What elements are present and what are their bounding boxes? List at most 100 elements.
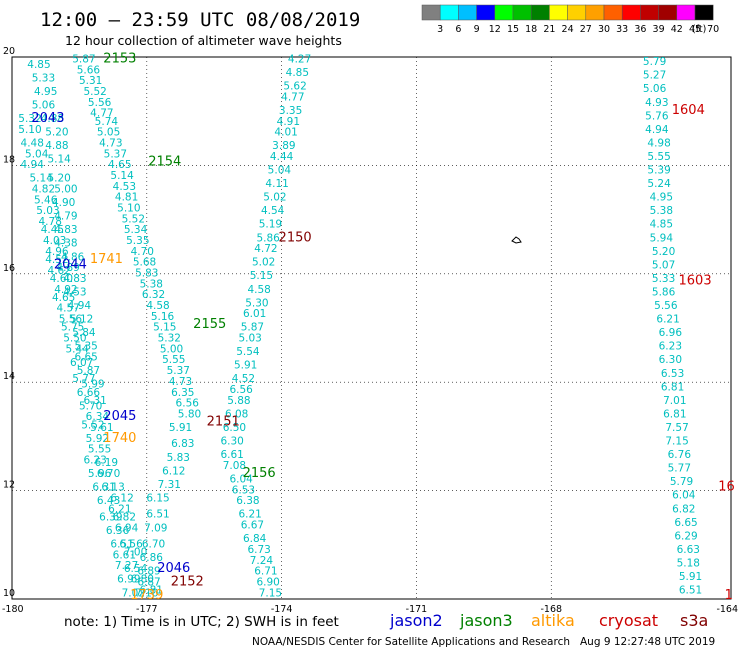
- color-scale-label: 24: [562, 24, 574, 35]
- swh-value: 5.86: [652, 286, 676, 298]
- swh-value: 6.54: [124, 563, 148, 575]
- color-scale-label: 21: [543, 24, 555, 35]
- color-scale-label: 3: [437, 24, 443, 35]
- swh-value: 5.76: [645, 110, 669, 122]
- swh-value: 4.88: [45, 140, 68, 152]
- swh-value: 5.46: [34, 194, 58, 206]
- swh-value: 5.55: [162, 354, 185, 366]
- color-swatch: [549, 4, 568, 21]
- swh-value: 4.95: [650, 192, 673, 204]
- swh-value: 7.09: [144, 522, 167, 534]
- swh-value: 6.87: [137, 576, 160, 588]
- swh-value: 5.15: [250, 270, 273, 282]
- swh-value: 5.18: [677, 557, 700, 569]
- swh-value: 4.65: [108, 159, 131, 171]
- swh-value: 5.79: [643, 56, 666, 68]
- swh-value: 5.03: [238, 333, 261, 345]
- pass-number-label: 2044: [54, 257, 87, 272]
- swh-value: 6.12: [162, 465, 185, 477]
- swh-value: 5.02: [252, 257, 275, 269]
- x-tick-label: -174: [271, 604, 293, 615]
- pass-number-label: 1739: [130, 588, 163, 603]
- swh-value: 5.74: [95, 116, 119, 128]
- color-scale-label: 9: [474, 24, 480, 35]
- swh-value: 5.14: [47, 154, 71, 166]
- swh-value: 5.80: [178, 408, 201, 420]
- swh-value: 6.80: [131, 574, 154, 586]
- swh-value: 4.38: [54, 238, 77, 250]
- color-swatch: [640, 4, 659, 21]
- color-scale-label: 70: [707, 24, 719, 35]
- swh-value: 5.79: [670, 476, 693, 488]
- swh-value: 5.68: [133, 257, 156, 269]
- data-points: 4.855.334.955.065.32 4.885.10 5.204.48 4.88…: [18, 53, 702, 599]
- swh-value: 4.94: [21, 159, 45, 171]
- swh-value: 6.30: [220, 436, 243, 448]
- swh-value: 5.52: [81, 419, 104, 431]
- swh-value: 5.10: [18, 124, 41, 136]
- swh-value: 7.31: [158, 479, 181, 491]
- swh-value: 4.70: [131, 246, 154, 258]
- swh-value: 5.70: [79, 400, 102, 412]
- swh-value: 4.78: [39, 216, 62, 228]
- x-tick-label: -171: [406, 604, 428, 615]
- pass-number-label: 1740: [103, 431, 136, 446]
- swh-value: 5.91: [679, 571, 702, 583]
- swh-value: 4.98: [647, 137, 670, 149]
- swh-value: 4.65: [52, 292, 75, 304]
- swh-value: 4.77: [281, 91, 304, 103]
- swh-value: 6.32: [142, 289, 165, 301]
- swh-value: 6.04: [672, 490, 696, 502]
- swh-value: 5.20: [652, 246, 675, 258]
- footer-credit: NOAA/NESDIS Center for Satellite Applica…: [252, 636, 570, 648]
- y-tick-label: 12: [3, 480, 15, 491]
- color-swatch: [494, 4, 514, 21]
- swh-value: 5.75: [61, 322, 84, 334]
- swh-value: 5.55: [88, 444, 111, 456]
- swh-value: 6.29: [674, 530, 697, 542]
- swh-value: 6.70: [142, 539, 165, 551]
- swh-value: 4.82: [32, 184, 55, 196]
- swh-value: 4.77: [90, 108, 113, 120]
- swh-value: 4.54: [261, 205, 285, 217]
- swh-value: 6.81: [663, 408, 686, 420]
- swh-value: 4.73: [99, 137, 122, 149]
- swh-value: 5.88: [227, 395, 250, 407]
- swh-value: 4.86: [61, 251, 85, 263]
- swh-value: 4.62: [47, 265, 70, 277]
- y-tick-label: 18: [3, 154, 15, 165]
- swh-value: 6.82: [113, 511, 136, 523]
- swh-value: 6.71: [254, 566, 277, 578]
- swh-value: 7.08: [223, 460, 246, 472]
- swh-value: 5.06: [643, 83, 667, 95]
- swh-value: 5.31: [79, 75, 102, 87]
- swh-value: 6.51: [146, 509, 169, 521]
- swh-value: 6.84: [243, 533, 267, 545]
- legend-entry: jason3: [459, 611, 513, 630]
- x-tick-label: -180: [2, 604, 24, 615]
- swh-value: 5.54: [236, 346, 260, 358]
- swh-value: 6.23: [659, 341, 682, 353]
- swh-value: 5.38: [650, 205, 673, 217]
- swh-value: 6.21: [238, 509, 261, 521]
- swh-value: 5.30: [245, 297, 268, 309]
- swh-value: 5.96: [88, 468, 112, 480]
- footer-note: note: 1) Time is in UTC; 2) SWH is in fe…: [64, 614, 339, 630]
- swh-value: 6.94: [115, 522, 139, 534]
- plot-frame: [11, 56, 732, 600]
- swh-value: 6.15: [146, 492, 169, 504]
- swh-value: 3.89: [272, 140, 295, 152]
- pass-number-label: 2043: [31, 111, 64, 126]
- swh-value: 6.56: [119, 539, 143, 551]
- swh-value: 7.57: [665, 422, 688, 434]
- swh-value: 6.65: [74, 352, 97, 364]
- color-scale-label: 18: [525, 24, 537, 35]
- swh-value: 4.58: [146, 300, 169, 312]
- swh-value: 5.52: [122, 213, 145, 225]
- y-tick-label: 14: [3, 371, 15, 382]
- swh-value: 5.83: [135, 268, 158, 280]
- swh-value: 6.01: [243, 308, 266, 320]
- swh-value: 7.15: [665, 436, 688, 448]
- swh-value: 5.33: [652, 273, 675, 285]
